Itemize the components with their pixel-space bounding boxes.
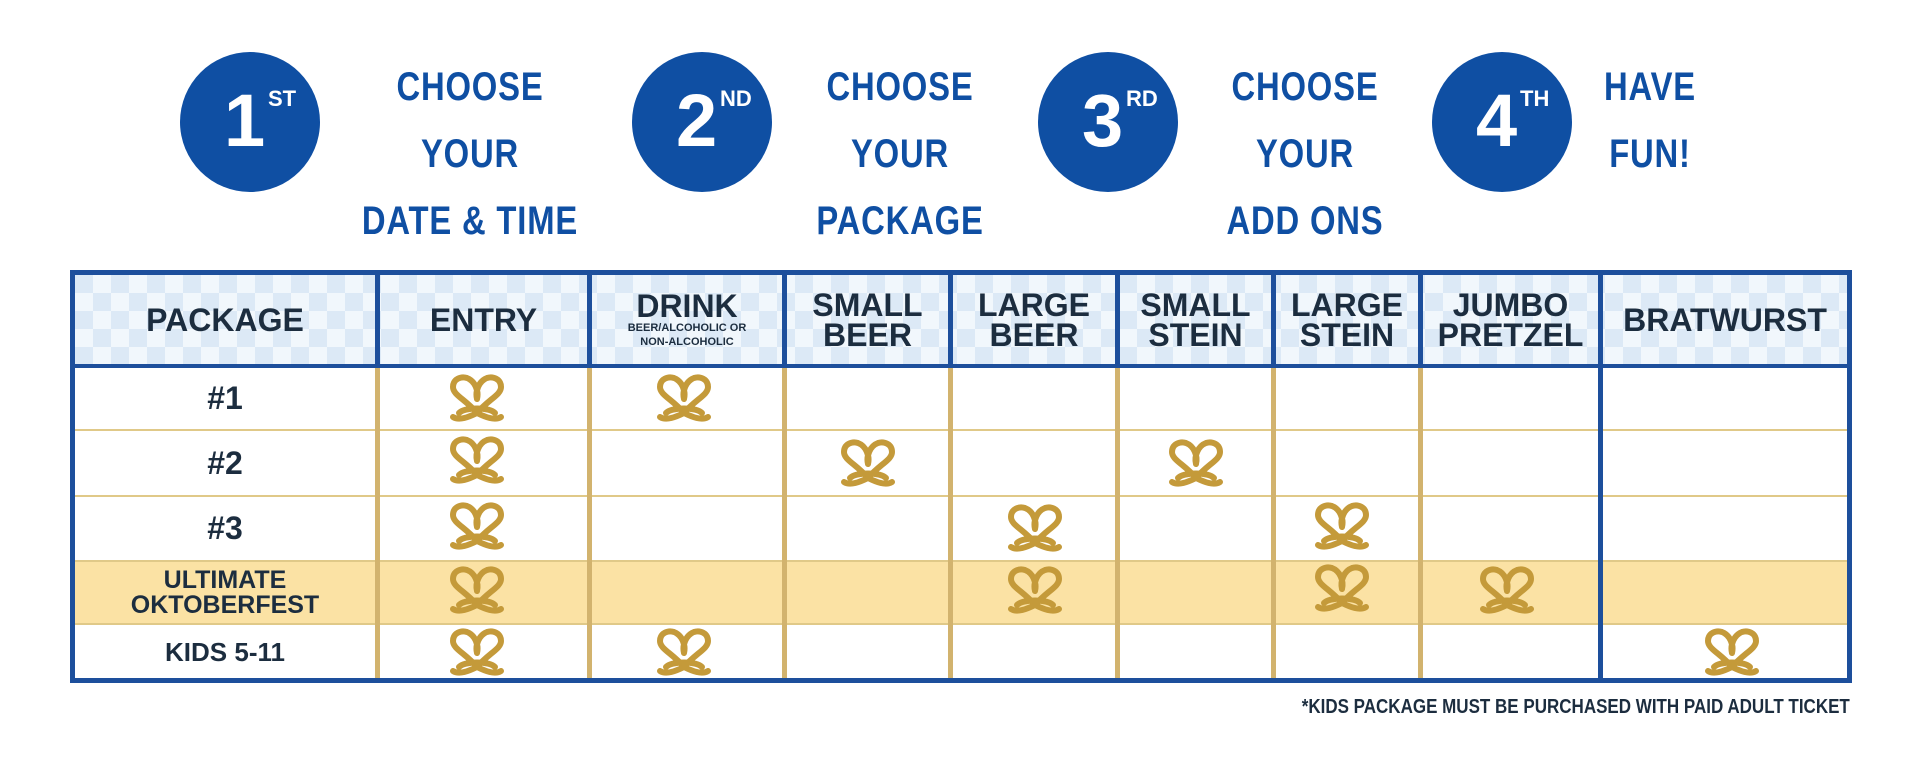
step-suffix: TH [1520, 86, 1550, 111]
col-divider [587, 368, 592, 678]
pretzel-icon [652, 373, 716, 425]
pretzel-icon [445, 435, 509, 487]
col-divider [1115, 368, 1120, 678]
step-1-badge: 1 ST [180, 52, 320, 192]
header-label: STEIN [1148, 316, 1243, 353]
pretzel-icon [836, 438, 900, 490]
step-4-text: HAVE FUN! [1580, 54, 1719, 188]
pretzel-icon [1310, 563, 1374, 615]
step-number: 1 [224, 79, 266, 162]
pretzel-icon [1700, 627, 1764, 679]
step-line1: CHOOSE YOUR [1231, 65, 1379, 176]
col-divider [782, 275, 787, 368]
header-small-stein: SMALL STEIN [1120, 275, 1271, 364]
row-label-text: OKTOBERFEST [130, 590, 320, 619]
pretzel-icon [1003, 503, 1067, 555]
row-label-3: #3 [75, 497, 375, 560]
pretzel-icon [445, 373, 509, 425]
step-line2: PACKAGE [816, 199, 984, 243]
step-number: 4 [1476, 79, 1518, 162]
col-divider [375, 368, 380, 678]
row-divider [75, 623, 1847, 625]
row-divider [75, 429, 1847, 431]
step-number: 2 [676, 79, 718, 162]
row-label-text: KIDS 5-11 [165, 637, 285, 667]
row-label-text: ULTIMATE [163, 565, 287, 594]
header-sublabel: BEER/ALCOHOLIC OR [627, 321, 747, 334]
header-label: PRETZEL [1437, 316, 1584, 353]
step-4-badge: 4 TH [1432, 52, 1572, 192]
ultimate-row-highlight [75, 560, 1847, 623]
step-3-badge: 3 RD [1038, 52, 1178, 192]
col-divider [1271, 368, 1276, 678]
header-small-beer: SMALL BEER [787, 275, 948, 364]
pretzel-icon [445, 627, 509, 679]
step-suffix: ST [268, 86, 297, 111]
col-divider [1271, 275, 1276, 368]
row-label-2: #2 [75, 431, 375, 495]
header-label: SMALL [812, 286, 923, 323]
header-jumbo-pretzel: JUMBO PRETZEL [1423, 275, 1598, 364]
col-divider [1418, 368, 1423, 678]
pretzel-icon [1310, 501, 1374, 553]
pretzel-icon [445, 501, 509, 553]
col-divider [587, 275, 592, 368]
header-drink: DRINK BEER/ALCOHOLIC OR NON-ALCOHOLIC [592, 275, 782, 364]
step-line1: HAVE [1604, 65, 1696, 109]
header-label: BEER [823, 316, 912, 353]
header-label: LARGE [978, 286, 1090, 323]
step-2-text: CHOOSE YOUR PACKAGE [785, 54, 1015, 255]
steps-banner: 1 ST CHOOSE YOUR DATE & TIME 2 ND CHOOSE… [0, 0, 1920, 243]
step-suffix: ND [720, 86, 752, 111]
step-suffix: RD [1126, 86, 1158, 111]
table-header [75, 275, 1847, 368]
header-label: BRATWURST [1623, 301, 1827, 338]
pretzel-icon [445, 565, 509, 617]
col-divider [782, 368, 787, 678]
pretzel-icon [652, 627, 716, 679]
step-2-badge: 2 ND [632, 52, 772, 192]
package-table: PACKAGE ENTRY DRINK BEER/ALCOHOLIC OR NO… [70, 270, 1852, 683]
col-divider [1598, 275, 1603, 678]
row-label-text: #1 [207, 380, 243, 416]
row-label-text: #2 [207, 444, 243, 481]
header-label: LARGE [1291, 286, 1403, 323]
header-sublabel: NON-ALCOHOLIC [640, 335, 734, 348]
row-label-kids: KIDS 5-11 [75, 625, 375, 680]
pretzel-icon [1164, 438, 1228, 490]
row-label-1: #1 [75, 368, 375, 429]
header-entry: ENTRY [380, 275, 587, 364]
pretzel-icon [1003, 565, 1067, 617]
header-label: ENTRY [429, 301, 538, 338]
row-label-ultimate: ULTIMATE OKTOBERFEST [75, 562, 375, 623]
header-label: PACKAGE [146, 301, 304, 338]
step-number: 3 [1082, 79, 1124, 162]
col-divider [948, 275, 953, 368]
step-3-text: CHOOSE YOUR ADD ONS [1190, 54, 1420, 255]
header-bratwurst: BRATWURST [1603, 275, 1847, 364]
header-label: STEIN [1299, 316, 1395, 353]
header-label: DRINK [636, 287, 738, 324]
header-large-beer: LARGE BEER [953, 275, 1115, 364]
kids-footnote: *KIDS PACKAGE MUST BE PURCHASED WITH PAI… [1301, 696, 1850, 718]
step-line2: DATE & TIME [361, 199, 579, 243]
row-divider [75, 560, 1847, 562]
col-divider [1115, 275, 1120, 368]
step-line2: ADD ONS [1226, 199, 1384, 243]
row-divider [75, 495, 1847, 497]
col-divider [948, 368, 953, 678]
header-label: BEER [989, 316, 1079, 353]
step-line2: FUN! [1609, 132, 1691, 176]
col-divider [375, 275, 380, 368]
header-large-stein: LARGE STEIN [1276, 275, 1418, 364]
col-divider [1418, 275, 1423, 368]
header-label: JUMBO [1452, 286, 1569, 323]
header-label: SMALL [1140, 286, 1251, 323]
pretzel-icon [1475, 565, 1539, 617]
step-line1: CHOOSE YOUR [396, 65, 544, 176]
header-package: PACKAGE [75, 275, 375, 364]
step-1-text: CHOOSE YOUR DATE & TIME [355, 54, 585, 255]
step-line1: CHOOSE YOUR [826, 65, 974, 176]
row-label-text: #3 [207, 510, 243, 546]
